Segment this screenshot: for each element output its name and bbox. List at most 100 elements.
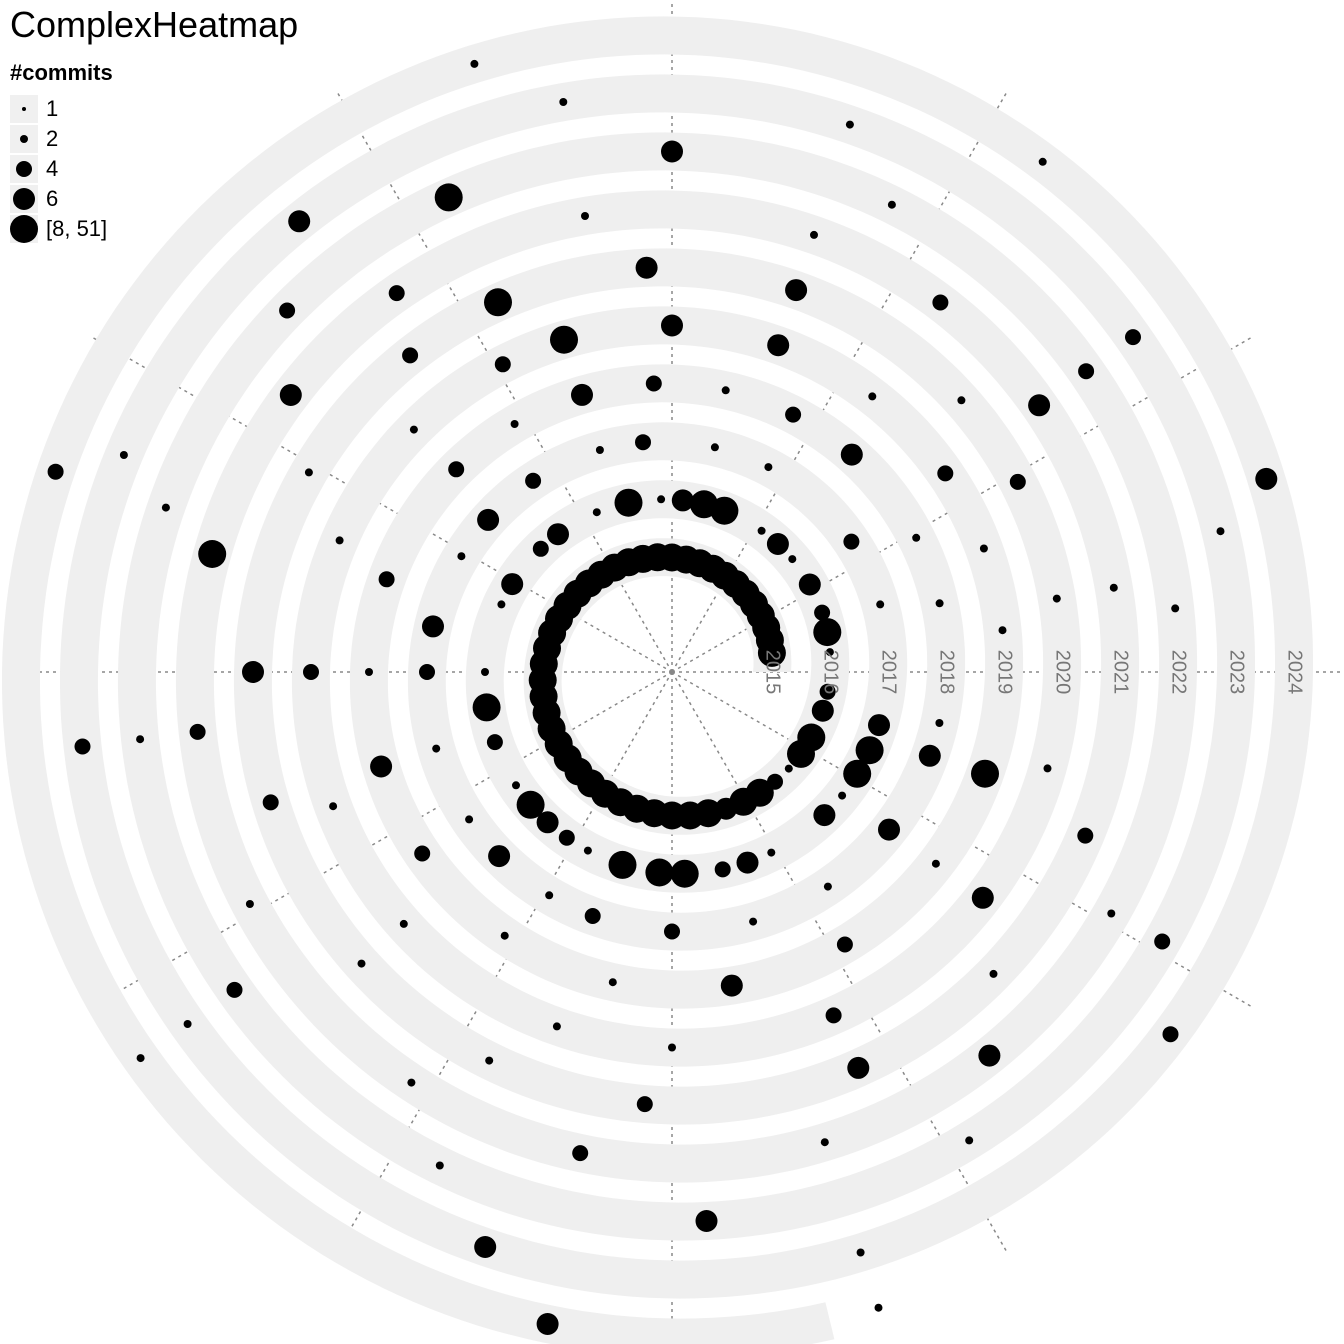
commit-point: [608, 978, 617, 987]
commit-point: [635, 434, 651, 451]
commit-point: [645, 858, 674, 887]
data-points: [47, 59, 1278, 1335]
commit-point: [868, 714, 890, 737]
commit-point: [419, 664, 435, 680]
commit-point: [845, 120, 854, 129]
commit-point: [785, 279, 808, 302]
commit-point: [512, 781, 520, 790]
legend-label: 2: [46, 126, 59, 151]
commit-point: [965, 1136, 974, 1145]
commit-point: [1078, 363, 1095, 380]
commit-point: [664, 923, 680, 940]
commit-point: [74, 738, 91, 755]
commit-point: [720, 974, 743, 997]
commit-point: [978, 1044, 1001, 1067]
commit-point: [1038, 157, 1047, 166]
legend-dot: [13, 188, 35, 210]
commit-point: [136, 735, 145, 744]
commit-point: [1109, 583, 1118, 592]
commit-point: [486, 734, 503, 751]
commit-point: [409, 425, 418, 434]
commit-point: [736, 851, 759, 874]
commit-point: [657, 495, 666, 504]
commit-point: [856, 1248, 865, 1257]
commit-point: [470, 59, 479, 68]
commit-point: [329, 802, 338, 811]
commit-point: [501, 573, 524, 596]
commit-point: [370, 755, 393, 778]
commit-point: [497, 600, 506, 609]
commit-point: [581, 212, 589, 220]
commit-point: [838, 791, 847, 800]
spiral-track: [2, 16, 1313, 1344]
commit-point: [510, 420, 519, 428]
commit-point: [485, 1056, 494, 1065]
commit-point: [189, 723, 206, 740]
commit-point: [935, 599, 944, 608]
commit-point: [1162, 1026, 1179, 1043]
commit-point: [572, 1145, 589, 1162]
commit-point: [989, 969, 998, 978]
commit-point: [1043, 764, 1052, 773]
commit-point: [767, 334, 790, 357]
commit-point: [847, 1056, 870, 1079]
commit-point: [935, 719, 944, 727]
commit-point: [545, 891, 554, 900]
commit-point: [494, 356, 511, 373]
commit-point: [198, 540, 227, 568]
commit-point: [645, 375, 662, 392]
commit-point: [887, 200, 896, 209]
commit-point: [242, 661, 264, 683]
commit-point: [912, 533, 921, 542]
commit-point: [500, 931, 509, 940]
commit-point: [661, 314, 683, 337]
legend-dot: [10, 215, 38, 243]
commit-point: [971, 759, 999, 788]
commit-point: [608, 850, 637, 879]
commit-point: [1125, 329, 1141, 346]
commit-point: [592, 508, 601, 517]
commit-point: [262, 794, 279, 811]
commit-point: [183, 1020, 192, 1028]
legend-key: [10, 125, 38, 153]
commit-point: [757, 526, 766, 535]
commit-point: [595, 446, 604, 454]
commit-point: [1107, 909, 1116, 918]
commit-point: [764, 463, 773, 472]
commit-point: [614, 488, 643, 517]
legend-dot: [22, 107, 26, 111]
commit-point: [558, 829, 575, 846]
commit-point: [303, 664, 319, 680]
commit-point: [119, 451, 128, 459]
commit-point: [1028, 394, 1051, 417]
commit-point: [1171, 604, 1180, 613]
commit-point: [979, 544, 988, 553]
commit-point: [670, 859, 699, 888]
loop-label: 2015: [762, 650, 784, 695]
commit-point: [813, 618, 842, 647]
commit-point: [547, 523, 569, 546]
commit-point: [357, 959, 366, 968]
legend-items: 1 2 4 6 [8, 51]: [10, 94, 113, 244]
loop-label: 2016: [820, 650, 842, 695]
commit-point: [279, 384, 302, 406]
commit-point: [819, 683, 836, 700]
legend: #commits 1 2 4 6 [8, 51]: [10, 60, 113, 244]
commit-point: [288, 210, 311, 233]
commit-point: [767, 773, 783, 790]
commit-point: [477, 508, 500, 531]
legend-item: 4: [10, 154, 113, 184]
commit-point: [550, 325, 578, 354]
loop-label: 2023: [1226, 650, 1248, 695]
legend-dot: [20, 135, 28, 143]
commit-point: [825, 1007, 842, 1024]
commit-point: [810, 230, 818, 239]
commit-point: [671, 489, 694, 512]
commit-point: [1009, 473, 1026, 490]
commit-point: [481, 668, 489, 676]
commit-point: [874, 1303, 883, 1312]
commit-point: [226, 981, 243, 998]
commit-point: [434, 183, 463, 212]
commit-point: [785, 406, 802, 423]
